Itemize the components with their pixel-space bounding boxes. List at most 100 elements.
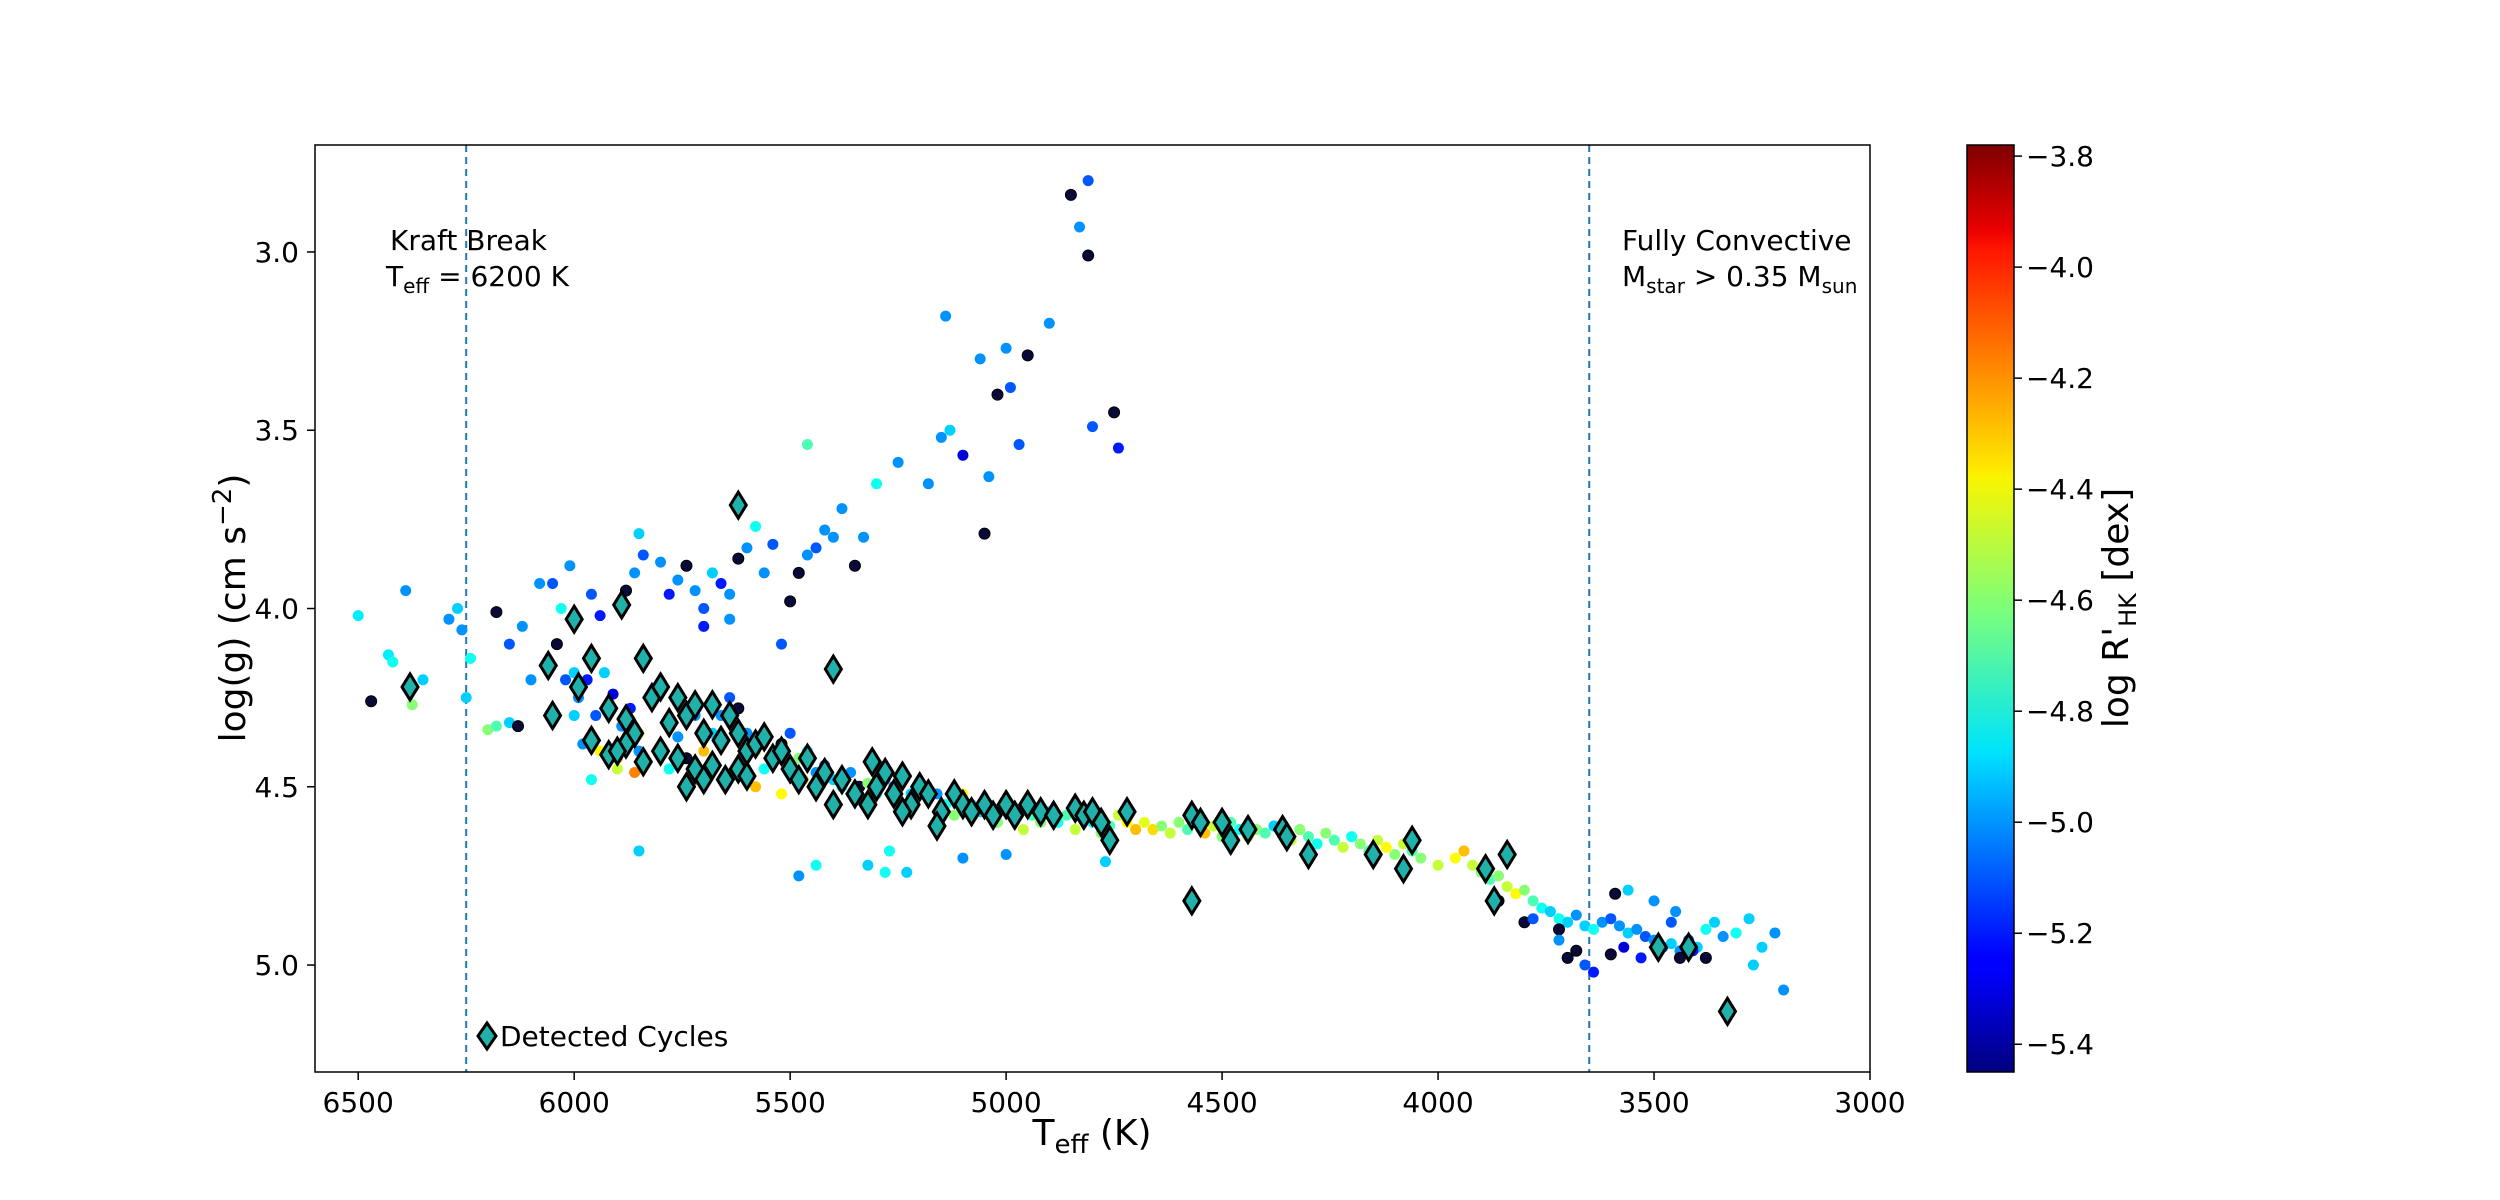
star-point (1493, 870, 1505, 882)
star-point (1596, 916, 1608, 928)
cycle-diamond (711, 724, 731, 757)
svg-text:Fully Convective: Fully Convective (1622, 224, 1852, 257)
star-point (741, 542, 753, 554)
star-points (352, 175, 1790, 996)
cycle-diamond (633, 745, 654, 778)
star-point (698, 603, 710, 614)
star-point (978, 527, 991, 540)
star-point (1670, 906, 1682, 918)
colorbar-tick-label: −5.0 (2026, 806, 2094, 839)
y-axis-label: log(g) (cm s−2) (208, 474, 254, 743)
star-point (672, 731, 684, 743)
star-point (1449, 852, 1461, 864)
star-point (776, 788, 787, 800)
x-tick-label: 3500 (1618, 1086, 1689, 1119)
star-point (564, 560, 576, 572)
star-point (1562, 916, 1574, 928)
cycle-diamond (771, 735, 792, 767)
star-point (706, 567, 718, 579)
star-point (793, 870, 805, 882)
star-point (1609, 887, 1622, 900)
star-point (1156, 820, 1168, 832)
star-point (819, 524, 831, 536)
star-point (1164, 827, 1176, 839)
star-point (1665, 916, 1677, 928)
star-point (1570, 909, 1582, 921)
star-point (1458, 845, 1470, 857)
cycle-diamond (728, 717, 749, 750)
cycle-diamond (892, 795, 913, 828)
plot-area: 6500 6000 5500 5000 4500 4000 3500 3000 3.0 3.5 4… (254, 144, 1906, 1119)
star-point (1631, 923, 1643, 935)
star-point (1604, 948, 1617, 961)
star-point (1138, 816, 1150, 828)
star-point (1639, 931, 1651, 943)
star-point (611, 763, 623, 775)
star-point (534, 578, 546, 590)
star-point (465, 652, 476, 664)
star-point (1043, 317, 1055, 329)
star-point (1778, 984, 1790, 996)
cycle-diamond (823, 788, 844, 821)
cycle-diamond (823, 653, 844, 685)
star-point (672, 574, 684, 586)
star-point (871, 478, 883, 490)
star-point (590, 709, 602, 721)
star-point (848, 559, 861, 572)
cycle-diamond (1298, 838, 1319, 871)
colorbar-tick-label: −5.2 (2026, 917, 2094, 950)
star-point (940, 310, 952, 322)
x-axis-label: Teff (K) (1031, 1113, 1151, 1160)
star-point (503, 638, 515, 650)
star-point (883, 845, 895, 857)
cycle-diamond (858, 788, 878, 821)
cycle-diamond (538, 649, 559, 682)
cycle-diamond (1100, 824, 1120, 857)
y-tick-label: 4.0 (254, 593, 299, 626)
colorbar-tick-label: −4.0 (2026, 251, 2094, 284)
star-point (560, 674, 572, 686)
cycle-diamond (927, 810, 947, 842)
star-point (724, 588, 736, 600)
star-point (784, 595, 797, 608)
star-point (1082, 175, 1094, 187)
star-point (1432, 859, 1444, 871)
cycle-diamond (884, 778, 904, 810)
y-tick-label: 3.5 (254, 414, 299, 447)
star-point (490, 606, 503, 619)
colorbar-tick-label: −4.8 (2026, 695, 2094, 728)
cycle-diamond (1475, 852, 1496, 885)
cycle-diamond (668, 681, 688, 714)
y-tick-label: 4.5 (254, 771, 299, 804)
star-point (1467, 859, 1479, 871)
star-point (948, 809, 960, 821)
star-point (1415, 852, 1427, 864)
star-point (1380, 841, 1392, 853)
star-point (663, 588, 675, 600)
star-point (935, 431, 947, 443)
cycle-diamond (564, 603, 584, 636)
star-point (452, 603, 464, 614)
star-point (892, 456, 904, 468)
star-point (1069, 824, 1081, 836)
cycle-diamond (693, 717, 714, 750)
star-point (1311, 838, 1323, 850)
cycle-diamond (1082, 795, 1103, 828)
star-point (758, 567, 770, 579)
cycle-diamond (1091, 806, 1111, 839)
colorbar-tick-label: −3.8 (2026, 140, 2094, 173)
star-point (801, 438, 813, 450)
cycle-diamond (901, 788, 921, 821)
star-point (750, 520, 762, 532)
star-point (1747, 959, 1759, 971)
cycle-diamond (1043, 799, 1064, 832)
star-point (1622, 927, 1634, 939)
star-point (1561, 951, 1574, 964)
star-point (732, 552, 745, 565)
star-point (1294, 824, 1306, 836)
star-point (1536, 902, 1548, 914)
star-point (689, 585, 701, 597)
colorbar-tick-label: −4.2 (2026, 362, 2094, 395)
star-point (482, 724, 494, 736)
cycle-diamond (797, 742, 818, 775)
